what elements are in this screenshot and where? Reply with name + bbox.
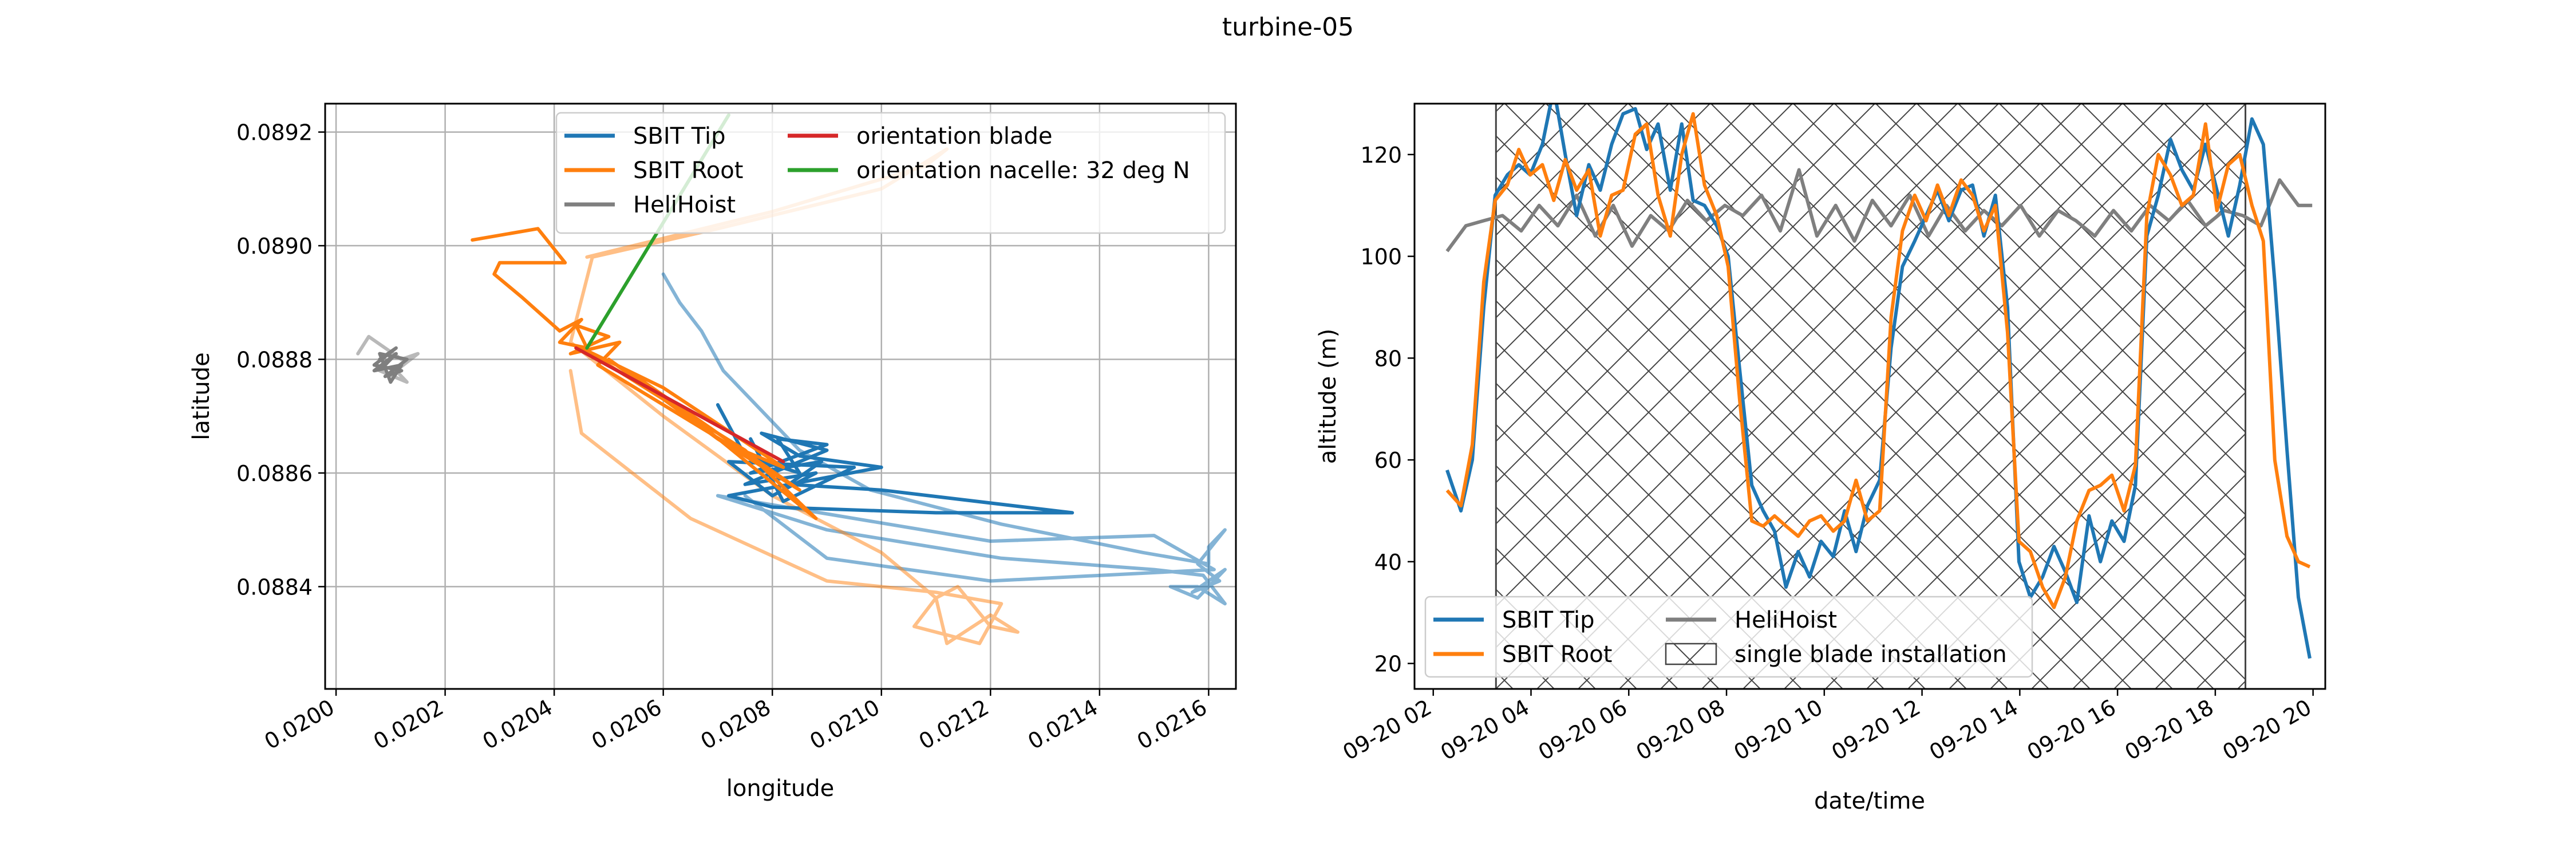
map-legend-label-helihoist: HeliHoist	[633, 192, 736, 218]
map-series-sbit-tip	[716, 403, 1074, 515]
map-legend-box	[555, 112, 1226, 234]
altitude-legend-label-helihoist: HeliHoist	[1735, 607, 1837, 633]
map-y-tick-label: 0.0890	[236, 234, 313, 259]
map-x-ticks: 0.0200 0.0202 0.0204 0.0206 0.0208 0.0210 0.02…	[260, 689, 1211, 754]
map-legend-label-orientation-blade: orientation blade	[856, 123, 1053, 149]
altitude-y-tick-label: 80	[1374, 346, 1402, 371]
altitude-legend-label-single-blade-installation: single blade installation	[1735, 641, 2007, 668]
map-series-sbit-root	[471, 227, 818, 521]
map-x-tick-label: 0.0214	[1024, 695, 1102, 755]
altitude-x-ticks: 09-20 02 09-20 04 09-20 06 09-20 08 09-20 10…	[1338, 689, 2316, 765]
altitude-x-tick-label: 09-20 04	[1436, 695, 1534, 766]
map-series-sbit-tip-faded	[661, 272, 1227, 606]
map-legend: SBIT Tip SBIT Root HeliHoist orientation bl…	[555, 112, 1226, 234]
map-x-tick-label: 0.0208	[697, 695, 775, 755]
map-y-tick-label: 0.0886	[236, 461, 313, 486]
altitude-y-tick-label: 20	[1374, 652, 1402, 677]
altitude-x-axis-label: date/time	[1814, 788, 1925, 814]
altitude-legend-label-sbit-tip: SBIT Tip	[1502, 607, 1594, 633]
map-y-ticks: 0.0884 0.0886 0.0888 0.0890 0.0892	[236, 120, 325, 600]
altitude-series-sbit-tip	[1445, 104, 2312, 659]
map-x-tick-label: 0.0204	[478, 695, 556, 755]
altitude-x-tick-label: 09-20 06	[1534, 695, 1631, 766]
map-y-tick-label: 0.0892	[236, 120, 313, 145]
map-y-tick-label: 0.0888	[236, 348, 313, 373]
altitude-x-tick-label: 09-20 14	[1925, 695, 2022, 766]
altitude-y-axis-label: altitude (m)	[1315, 329, 1341, 464]
map-x-tick-label: 0.0206	[587, 695, 666, 755]
map-legend-label-sbit-root: SBIT Root	[633, 157, 743, 184]
altitude-x-tick-label: 09-20 12	[1827, 695, 1925, 766]
map-legend-label-sbit-tip: SBIT Tip	[633, 123, 725, 149]
altitude-legend-swatch-single-blade-installation	[1665, 643, 1717, 665]
altitude-y-tick-label: 100	[1360, 245, 1402, 270]
altitude-y-ticks: 20 40 60 80 100 120	[1360, 143, 1415, 677]
map-series-orientation-blade	[574, 346, 785, 464]
altitude-chart: 09-20 02 09-20 04 09-20 06 09-20 08 09-20 10…	[1315, 103, 2326, 814]
altitude-y-tick-label: 120	[1360, 143, 1402, 168]
altitude-x-tick-label: 09-20 20	[2218, 695, 2316, 766]
altitude-series	[1445, 104, 2313, 659]
map-x-axis-label: longitude	[726, 775, 834, 802]
altitude-x-tick-label: 09-20 02	[1338, 695, 1436, 766]
map-series-helihoist	[372, 346, 409, 384]
altitude-legend-box	[1424, 596, 2033, 678]
map-y-axis-label: latitude	[188, 352, 215, 440]
map-x-tick-label: 0.0210	[805, 695, 884, 755]
map-x-tick-label: 0.0212	[915, 695, 993, 755]
figure-title: turbine-05	[1222, 13, 1354, 42]
altitude-x-tick-label: 09-20 16	[2023, 695, 2120, 766]
map-x-tick-label: 0.0202	[369, 695, 448, 755]
map-x-tick-label: 0.0200	[260, 695, 338, 755]
altitude-legend-label-sbit-root: SBIT Root	[1502, 641, 1612, 668]
map-chart: 0.0200 0.0202 0.0204 0.0206 0.0208 0.0210 0.02…	[188, 103, 1237, 802]
altitude-y-tick-label: 40	[1374, 550, 1402, 575]
altitude-y-tick-label: 60	[1374, 448, 1402, 473]
map-legend-label-orientation-nacelle-32-deg-n: orientation nacelle: 32 deg N	[856, 157, 1190, 184]
altitude-x-tick-label: 09-20 10	[1729, 695, 1827, 766]
altitude-plot-frame	[1413, 103, 2326, 690]
altitude-x-tick-label: 09-20 18	[2120, 695, 2218, 766]
altitude-x-tick-label: 09-20 08	[1632, 695, 1729, 766]
map-y-tick-label: 0.0884	[236, 574, 313, 600]
map-x-tick-label: 0.0216	[1133, 695, 1211, 755]
altitude-series-sbit-root	[1445, 112, 2311, 609]
altitude-legend: SBIT Tip SBIT Root HeliHoist single blade i…	[1424, 596, 2033, 678]
map-plot-frame	[324, 103, 1237, 690]
altitude-series-helihoist	[1445, 168, 2313, 253]
